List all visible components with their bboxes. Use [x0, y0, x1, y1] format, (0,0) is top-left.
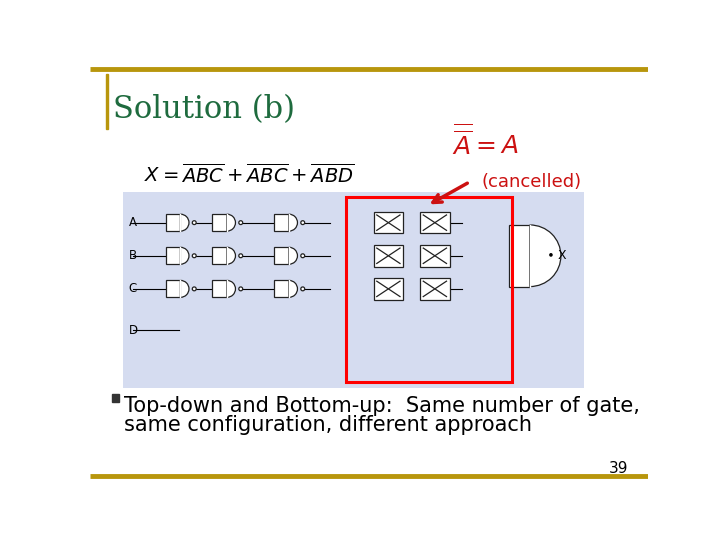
- Text: (cancelled): (cancelled): [482, 173, 582, 191]
- Wedge shape: [289, 214, 297, 231]
- Text: D: D: [129, 324, 138, 337]
- Text: A: A: [129, 216, 137, 229]
- Bar: [274, 280, 289, 298]
- Text: C: C: [129, 282, 137, 295]
- Circle shape: [301, 287, 305, 291]
- Circle shape: [301, 254, 305, 258]
- Bar: [166, 247, 181, 264]
- Text: Top-down and Bottom-up:  Same number of gate,: Top-down and Bottom-up: Same number of g…: [124, 396, 640, 416]
- Circle shape: [301, 221, 305, 225]
- Circle shape: [192, 221, 196, 225]
- Wedge shape: [289, 247, 297, 264]
- Bar: [509, 225, 530, 287]
- Bar: [106, 74, 108, 130]
- Text: $\bullet$ X: $\bullet$ X: [546, 249, 567, 262]
- Text: Solution (b): Solution (b): [113, 94, 295, 125]
- Bar: [420, 212, 449, 233]
- Wedge shape: [227, 280, 235, 298]
- Wedge shape: [181, 247, 189, 264]
- Bar: [420, 278, 449, 300]
- Text: 39: 39: [609, 461, 629, 476]
- Bar: [374, 278, 403, 300]
- Bar: [212, 280, 227, 298]
- Bar: [166, 214, 181, 231]
- Bar: [212, 214, 227, 231]
- Bar: [212, 247, 227, 264]
- Bar: [374, 212, 403, 233]
- Text: $X = \overline{ABC} + \overline{ABC} + \overline{ABD}$: $X = \overline{ABC} + \overline{ABC} + \…: [144, 163, 355, 187]
- Bar: [112, 394, 120, 402]
- Bar: [346, 197, 513, 382]
- Bar: [420, 245, 449, 267]
- Wedge shape: [181, 280, 189, 298]
- Text: B: B: [129, 249, 137, 262]
- Circle shape: [239, 254, 243, 258]
- Circle shape: [239, 221, 243, 225]
- Wedge shape: [227, 247, 235, 264]
- Text: $\overline{\overline{A}} = A$: $\overline{\overline{A}} = A$: [452, 124, 518, 160]
- Circle shape: [239, 287, 243, 291]
- Bar: [374, 245, 403, 267]
- Wedge shape: [530, 225, 561, 287]
- Wedge shape: [289, 280, 297, 298]
- Wedge shape: [227, 214, 235, 231]
- Text: same configuration, different approach: same configuration, different approach: [124, 415, 532, 435]
- Bar: [274, 247, 289, 264]
- Bar: [166, 280, 181, 298]
- Circle shape: [192, 254, 196, 258]
- Wedge shape: [181, 214, 189, 231]
- Circle shape: [192, 287, 196, 291]
- Bar: [274, 214, 289, 231]
- Bar: [122, 192, 584, 388]
